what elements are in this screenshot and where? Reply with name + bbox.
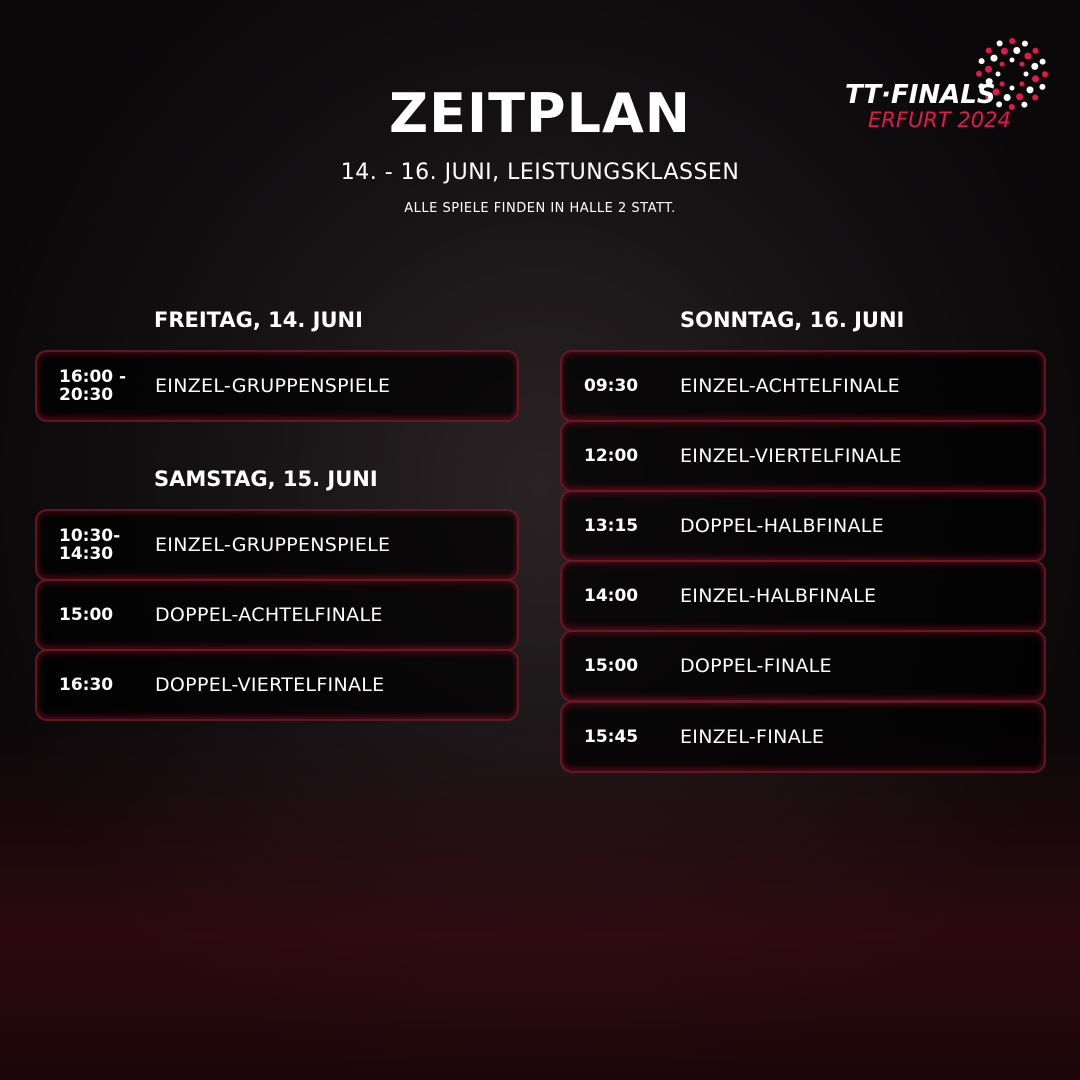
logo-dot	[1032, 75, 1039, 83]
logo-dot	[999, 81, 1005, 87]
logo-dot	[1039, 83, 1046, 90]
schedule-item: 14:00 EINZEL-HALBFINALE	[560, 560, 1046, 632]
logo-dot	[978, 83, 985, 90]
item-event: EINZEL-GRUPPENSPIELE	[155, 534, 391, 556]
logo-dot	[996, 40, 1003, 47]
logo-dot	[1039, 58, 1046, 65]
logo-dot	[985, 47, 992, 54]
tt-finals-logo: TT·FINALS ERFURT 2024	[842, 34, 1052, 134]
day-heading: FREITAG, 14. JUNI	[154, 308, 363, 332]
item-time: 15:45	[584, 727, 639, 747]
logo-dot	[1013, 47, 1021, 54]
logo-dot	[1032, 94, 1039, 101]
schedule-item: 10:30-14:30 EINZEL-GRUPPENSPIELE	[35, 509, 519, 581]
background-arena	[0, 720, 1080, 1080]
logo-dot	[1026, 86, 1034, 94]
logo-dot	[1019, 61, 1025, 67]
logo-text: TT·FINALS	[845, 80, 996, 110]
item-time: 13:15	[584, 516, 639, 536]
logo-dot	[999, 61, 1005, 67]
item-time: 15:00	[584, 656, 639, 676]
item-event: DOPPEL-ACHTELFINALE	[155, 604, 383, 626]
item-time: 12:00	[584, 446, 639, 466]
logo-dot	[1009, 57, 1015, 63]
logo-dot	[1042, 71, 1048, 78]
logo-dot	[996, 101, 1003, 108]
logo-dot	[978, 58, 985, 65]
logo-dot	[1003, 94, 1011, 101]
logo-dot	[1032, 47, 1039, 54]
logo-dot	[1009, 38, 1016, 44]
logo-dot	[990, 54, 998, 62]
logo-dot	[985, 65, 992, 73]
item-event: EINZEL-FINALE	[680, 726, 825, 748]
logo-dot	[995, 71, 1001, 77]
day-heading: SONNTAG, 16. JUNI	[680, 308, 905, 332]
logo-dot	[1031, 62, 1039, 70]
item-time: 14:00	[584, 586, 639, 606]
logo-dot	[985, 94, 992, 101]
logo-dot	[1008, 104, 1015, 110]
schedule-item: 16:30 DOPPEL-VIERTELFINALE	[35, 649, 519, 721]
subtitle: 14. - 16. JUNI, LEISTUNGSKLASSEN	[340, 160, 740, 185]
logo-dot	[1009, 85, 1015, 91]
schedule-item: 09:30 EINZEL-ACHTELFINALE	[560, 350, 1046, 422]
logo-dot	[1021, 101, 1028, 108]
schedule-item: 16:00 - 20:30 EINZEL-GRUPPENSPIELE	[35, 350, 519, 422]
logo-dot	[1023, 71, 1029, 77]
logo-dot	[1024, 52, 1032, 60]
schedule-item: 12:00 EINZEL-VIERTELFINALE	[560, 420, 1046, 492]
item-time: 16:30	[59, 675, 114, 695]
item-event: DOPPEL-HALBFINALE	[680, 515, 884, 537]
schedule-item: 15:00 DOPPEL-FINALE	[560, 630, 1046, 702]
item-time: 09:30	[584, 376, 639, 396]
item-event: EINZEL-VIERTELFINALE	[680, 445, 902, 467]
item-event: EINZEL-HALBFINALE	[680, 585, 877, 607]
logo-dot	[1021, 40, 1028, 47]
item-time: 15:00	[59, 605, 114, 625]
logo-dot	[992, 88, 1000, 96]
logo-burst-icon	[976, 38, 1048, 110]
item-event: DOPPEL-VIERTELFINALE	[155, 674, 385, 696]
item-event: EINZEL-ACHTELFINALE	[680, 375, 900, 397]
logo-dot	[985, 78, 993, 86]
page-title: ZEITPLAN	[389, 82, 691, 145]
venue-note: ALLE SPIELE FINDEN IN HALLE 2 STATT.	[404, 201, 676, 216]
schedule-item: 15:00 DOPPEL-ACHTELFINALE	[35, 579, 519, 651]
logo-dot	[1016, 93, 1024, 101]
logo-dot	[1019, 81, 1025, 87]
schedule-item: 13:15 DOPPEL-HALBFINALE	[560, 490, 1046, 562]
item-time: 10:30-14:30	[59, 526, 121, 564]
logo-dot	[976, 70, 982, 77]
logo-subtext: ERFURT 2024	[868, 108, 1011, 132]
logo-dot	[1000, 47, 1008, 55]
item-event: DOPPEL-FINALE	[680, 655, 832, 677]
item-time: 16:00 - 20:30	[59, 367, 127, 405]
schedule-item: 15:45 EINZEL-FINALE	[560, 701, 1046, 773]
item-event: EINZEL-GRUPPENSPIELE	[155, 375, 391, 397]
day-heading: SAMSTAG, 15. JUNI	[154, 467, 378, 491]
